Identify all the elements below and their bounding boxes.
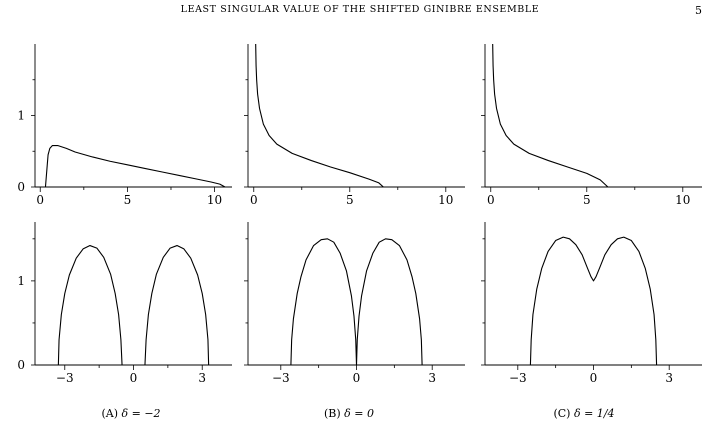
bottom-b-x-tick-label: −3 (272, 371, 290, 385)
bottom-c-curve-0 (529, 236, 658, 366)
bottom-a-curve-1 (144, 245, 210, 366)
bottom-b-x-tick-label: 0 (353, 371, 361, 385)
top-a-x-tick-label: 10 (207, 193, 222, 207)
caption-a: (A) δ = −2 (101, 407, 161, 420)
top-a-x-tick-label: 0 (36, 193, 44, 207)
bottom-b-curve-0 (290, 238, 423, 366)
page-number: 5 (695, 4, 702, 17)
bottom-a-curve-0 (57, 245, 123, 366)
top-a-x-tick-label: 5 (124, 193, 132, 207)
top-a-curve-0 (44, 144, 226, 188)
caption-b: (B) δ = 0 (323, 407, 374, 420)
bottom-a-y-tick-label: 1 (17, 274, 25, 288)
top-b-x-tick-label: 10 (438, 193, 453, 207)
top-b-x-tick-label: 0 (250, 193, 258, 207)
bottom-a-x-tick-label: 0 (130, 371, 138, 385)
bottom-a-x-tick-label: −3 (56, 371, 74, 385)
bottom-c-x-tick-label: 0 (590, 371, 598, 385)
running-header: LEAST SINGULAR VALUE OF THE SHIFTED GINI… (180, 4, 540, 15)
top-a-y-tick-label: 0 (17, 180, 25, 194)
bottom-a-x-tick-label: 3 (198, 371, 206, 385)
top-c-x-tick-label: 5 (583, 193, 591, 207)
bottom-b-x-tick-label: 3 (428, 371, 436, 385)
bottom-c-x-tick-label: −3 (509, 371, 527, 385)
top-b-curve-0 (255, 43, 384, 188)
top-b-x-tick-label: 5 (346, 193, 354, 207)
top-a-y-tick-label: 1 (17, 109, 25, 123)
caption-c: (C) δ = 1/4 (553, 407, 615, 420)
bottom-a-y-tick-label: 0 (17, 358, 25, 372)
bottom-c-x-tick-label: 3 (665, 371, 673, 385)
top-c-x-tick-label: 10 (675, 193, 690, 207)
top-c-curve-0 (492, 43, 609, 188)
top-c-x-tick-label: 0 (487, 193, 495, 207)
